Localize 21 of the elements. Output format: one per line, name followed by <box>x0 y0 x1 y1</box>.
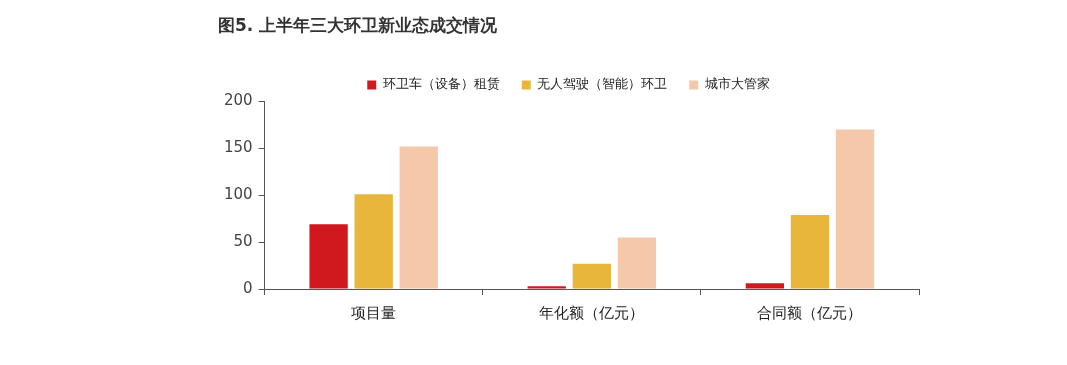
legend-label: 无人驾驶（智能）环卫 <box>537 76 668 92</box>
bar <box>617 237 657 289</box>
chart-title: 图5. 上半年三大环卫新业态成交情况 <box>218 14 499 35</box>
legend-label: 城市大管家 <box>703 76 770 92</box>
bar <box>790 214 830 289</box>
bar <box>835 129 875 289</box>
x-tick-label: 年化额（亿元） <box>539 303 645 322</box>
bar <box>527 286 566 289</box>
bar <box>572 263 611 289</box>
legend-label: 环卫车（设备）租赁 <box>382 76 500 92</box>
y-tick-label: 0 <box>243 278 253 297</box>
bar <box>354 194 393 289</box>
bar <box>399 146 438 289</box>
y-tick-label: 50 <box>233 231 253 250</box>
bar <box>309 224 348 289</box>
y-tick-label: 150 <box>223 138 253 157</box>
y-tick-label: 100 <box>223 185 253 204</box>
x-tick-label: 合同额（亿元） <box>757 303 863 322</box>
x-tick-label: 项目量 <box>351 303 397 322</box>
y-tick-label: 200 <box>223 91 253 110</box>
bar <box>745 283 785 289</box>
